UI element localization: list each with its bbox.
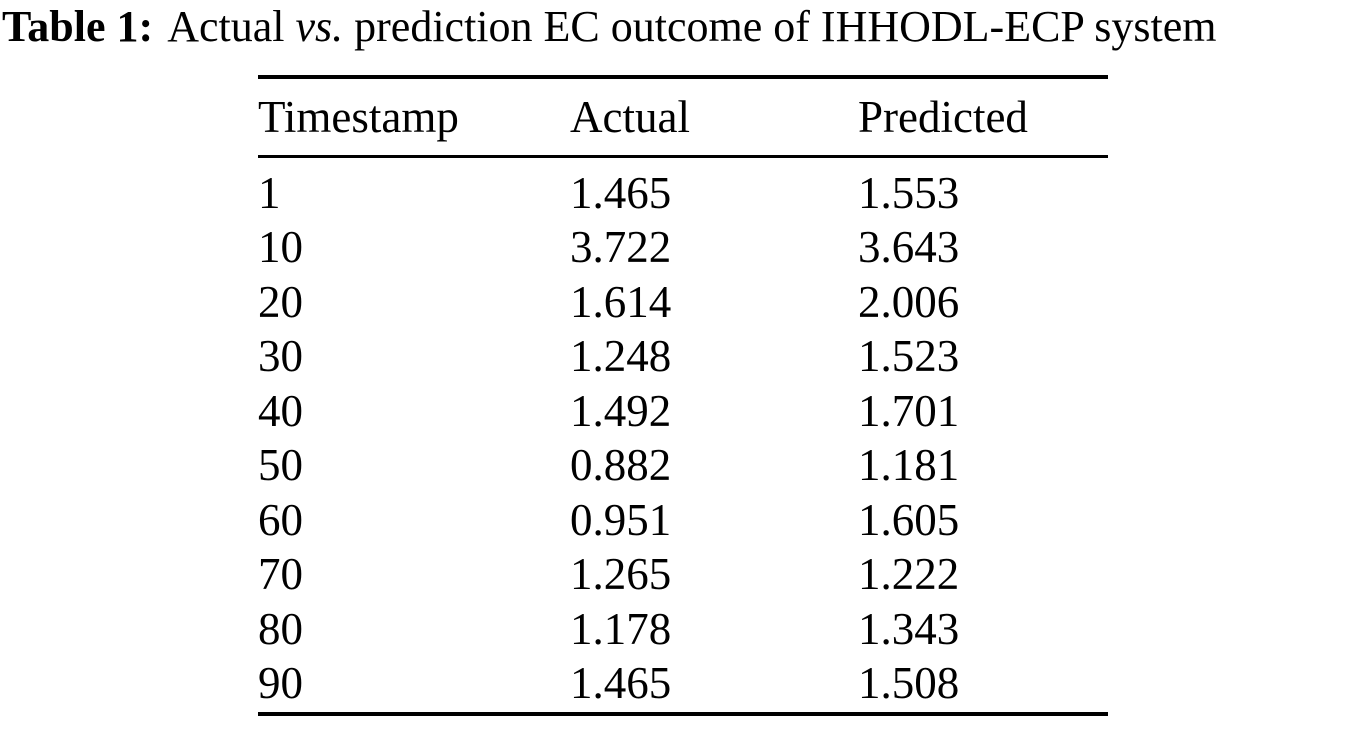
cell-predicted: 1.553 [858,167,960,218]
table-caption: Table 1: Actual vs. prediction EC outcome… [2,2,1350,53]
cell-predicted: 1.343 [858,603,960,654]
cell-actual: 1.465 [570,658,672,709]
cell-actual: 3.722 [570,222,672,273]
table-row: 10 3.722 3.643 [258,221,1108,276]
table-top-rule [258,75,1108,79]
table-row: 30 1.248 1.523 [258,330,1108,385]
cell-actual: 1.248 [570,331,672,382]
cell-timestamp: 30 [258,331,303,382]
table-row: 60 0.951 1.605 [258,493,1108,548]
cell-timestamp: 90 [258,658,303,709]
cell-predicted: 1.508 [858,658,960,709]
cell-actual: 1.178 [570,603,672,654]
cell-predicted: 3.643 [858,222,960,273]
table-caption-text-pre: Actual [167,2,296,51]
table-header-row: Timestamp Actual Predicted [258,79,1108,155]
table-caption-vs: vs. [295,2,344,51]
cell-timestamp: 50 [258,440,303,491]
cell-timestamp: 1 [258,167,281,218]
cell-predicted: 2.006 [858,276,960,327]
cell-predicted: 1.701 [858,385,960,436]
cell-actual: 0.882 [570,440,672,491]
cell-actual: 1.614 [570,276,672,327]
table-row: 80 1.178 1.343 [258,602,1108,657]
table-caption-label: Table 1: [2,2,154,51]
cell-predicted: 1.605 [858,494,960,545]
table-row: 1 1.465 1.553 [258,166,1108,221]
table-caption-text-post: prediction EC outcome of IHHODL-ECP syst… [343,2,1217,51]
cell-timestamp: 80 [258,603,303,654]
cell-timestamp: 20 [258,276,303,327]
table-row: 50 0.882 1.181 [258,439,1108,494]
column-header-timestamp: Timestamp [258,91,459,142]
cell-timestamp: 10 [258,222,303,273]
cell-actual: 0.951 [570,494,672,545]
data-table: Timestamp Actual Predicted 1 1.465 1.553… [258,75,1108,716]
table-bottom-rule [258,712,1108,716]
cell-predicted: 1.181 [858,440,960,491]
cell-timestamp: 60 [258,494,303,545]
table-row: 20 1.614 2.006 [258,275,1108,330]
cell-predicted: 1.523 [858,331,960,382]
table-row: 70 1.265 1.222 [258,548,1108,603]
table-row: 90 1.465 1.508 [258,657,1108,712]
cell-actual: 1.465 [570,167,672,218]
cell-timestamp: 40 [258,385,303,436]
table-mid-rule [258,155,1108,158]
cell-actual: 1.265 [570,549,672,600]
table-body: 1 1.465 1.553 10 3.722 3.643 20 1.614 2.… [258,158,1108,712]
column-header-predicted: Predicted [858,91,1028,142]
column-header-actual: Actual [570,91,690,142]
table-row: 40 1.492 1.701 [258,384,1108,439]
cell-timestamp: 70 [258,549,303,600]
cell-actual: 1.492 [570,385,672,436]
cell-predicted: 1.222 [858,549,960,600]
